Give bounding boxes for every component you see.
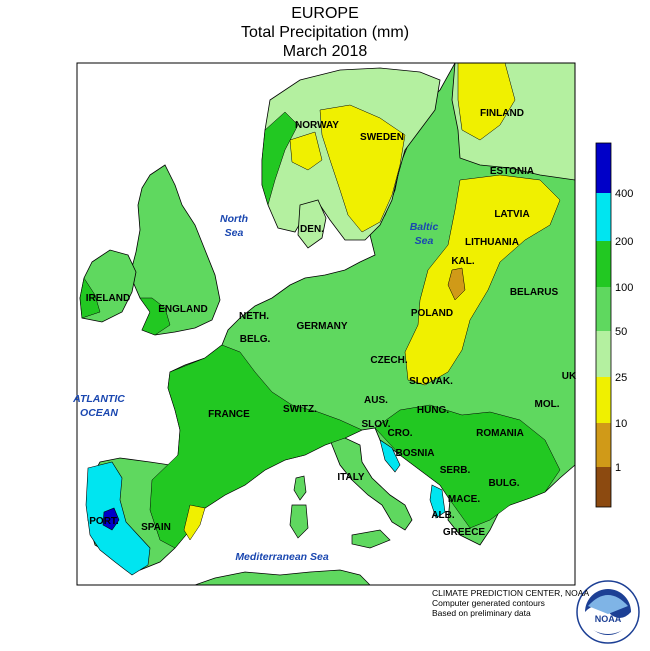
switzerland-label: SWITZ. [283,404,317,415]
baltic-sea-label: Baltic [410,221,439,233]
germany-label: GERMANY [296,321,347,332]
zone-200-400-albania [429,484,446,519]
slovenia-label: SLOV. [361,419,390,430]
legend-swatch-1 [596,193,611,241]
zone-25-50-finland [457,63,516,141]
england-label: ENGLAND [158,304,207,315]
legend-tick-100: 100 [615,282,633,294]
zone-25-50-baltic-poland [404,174,561,386]
kaliningrad-label: KAL. [451,256,475,267]
zone-100-200-britain-west [139,297,171,336]
bulgaria-label: BULG. [488,478,519,489]
hungary-label: HUNG. [417,405,449,416]
ireland-label: IRELAND [86,293,130,304]
albania-label: ALB. [431,510,455,521]
noaa-logo: NOAA [576,580,640,644]
bosnia-label: BOSNIA [396,448,435,459]
denmark-label: DEN. [300,224,324,235]
zone-100-200-norway-coast [261,111,299,206]
zone-100-200-balkans [374,404,561,529]
sardinia [289,504,309,539]
finland-label: FINLAND [480,108,524,119]
moldova-label: MOL. [535,399,560,410]
legend-frame [595,142,612,508]
credit-line-2: Computer generated contours [432,598,545,608]
norway-label: NORWAY [295,120,339,131]
corsica [293,475,307,501]
legend-swatch-6 [596,423,611,467]
legend-tick-25: 25 [615,372,627,384]
legend-swatch-5 [596,377,611,423]
baltic-sea-label-2: Sea [415,235,434,247]
serbia-label: SERB. [440,465,471,476]
north-africa-coast [194,569,371,585]
ukraine-label: UK [562,371,577,382]
france-label: FRANCE [208,409,250,420]
zone-25-50-spain-east [183,504,206,541]
atlantic-ocean-label: ATLANTIC [72,393,125,405]
italy-peninsula [329,437,413,531]
zone-100-200-west [149,344,363,549]
legend-swatch-3 [596,287,611,331]
atlantic-ocean-label-2: OCEAN [80,407,118,419]
map-frame [76,62,576,586]
map-title: EUROPE [291,5,359,22]
legend-tick-50: 50 [615,326,627,338]
croatia-label: CRO. [388,428,413,439]
italy-label: ITALY [337,472,365,483]
legend-tick-400: 400 [615,188,633,200]
legend-swatch-7 [596,467,611,507]
belarus-label: BELARUS [510,287,559,298]
zone-100-200-ireland-west [79,277,101,319]
north-sea-label-2: Sea [225,227,244,239]
legend-swatch-0 [596,143,611,193]
zone-25-50-sweden [319,104,406,233]
poland-label: POLAND [411,308,453,319]
czech-label: CZECH. [370,355,407,366]
slovakia-label: SLOVAK. [409,376,453,387]
credit-line-3: Based on preliminary data [432,608,531,618]
portugal-label: PORT. [89,516,119,527]
great-britain [129,164,221,336]
netherlands-label: NETH. [239,311,269,322]
map-area [77,63,575,585]
legend-tick-1: 1 [615,462,621,474]
north-sea-label: North [220,213,248,225]
sweden-label: SWEDEN [360,132,404,143]
macedonia-label: MACE. [448,494,480,505]
sicily [351,529,391,549]
credit-line-1: CLIMATE PREDICTION CENTER, NOAA [432,588,590,598]
spain-label: SPAIN [141,522,171,533]
belgium-label: BELG. [240,334,271,345]
zone-400-portugal [102,507,120,531]
map-subtitle: Total Precipitation (mm) [240,24,410,41]
zone-200-400-adriatic [379,439,401,473]
legend-tick-200: 200 [615,236,633,248]
legend-tick-10: 10 [615,418,627,430]
legend-swatch-2 [596,241,611,287]
lithuania-label: LITHUANIA [465,237,519,248]
latvia-label: LATVIA [494,209,529,220]
legend-swatch-4 [596,331,611,377]
mediterranean-sea-label: Mediterranean Sea [235,551,329,563]
estonia-label: ESTONIA [490,166,534,177]
legend-colorbar: 400 200 100 50 25 10 1 [595,142,633,508]
austria-label: AUS. [364,395,388,406]
map-date: March 2018 [282,43,368,60]
denmark [297,199,327,249]
greece-label: GREECE [443,527,486,538]
noaa-logo-text: NOAA [595,614,622,624]
romania-label: ROMANIA [476,428,524,439]
zone-10-25-kaliningrad [447,267,466,301]
zone-25-50-norway [289,131,323,171]
